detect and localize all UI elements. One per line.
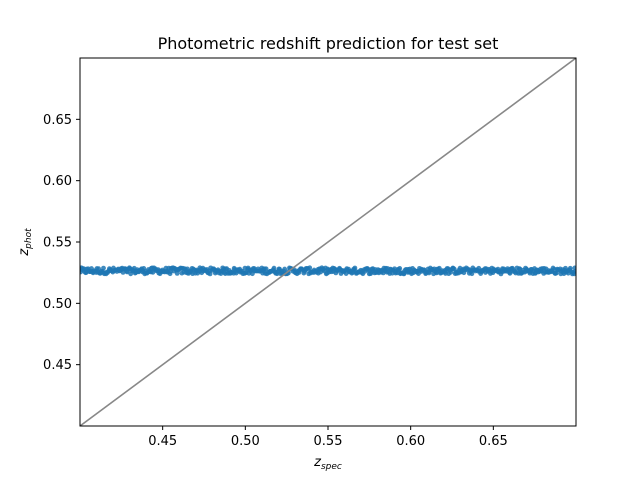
scatter-point — [207, 271, 213, 277]
y-tick-label: 0.55 — [43, 236, 72, 251]
plot-marks — [80, 58, 576, 426]
scatter-point — [307, 265, 313, 271]
scatter-point — [282, 266, 288, 272]
scatter-point — [507, 270, 513, 276]
chart-title: Photometric redshift prediction for test… — [158, 34, 499, 53]
y-tick-label: 0.45 — [43, 358, 72, 373]
scatter-point — [567, 265, 573, 271]
x-tick-label: 0.55 — [314, 434, 343, 449]
scatter-point — [101, 265, 106, 271]
x-axis: 0.45 0.50 0.55 0.60 0.65 — [148, 426, 508, 449]
scatter-point — [397, 266, 403, 271]
x-tick-label: 0.65 — [479, 434, 508, 449]
scatter-point — [271, 265, 277, 271]
y-tick-label: 0.50 — [43, 297, 72, 312]
x-tick-label: 0.45 — [148, 434, 177, 449]
scatter-series — [80, 265, 576, 277]
scatter-point — [352, 265, 358, 271]
y-tick-label: 0.60 — [43, 174, 72, 189]
x-tick-label: 0.50 — [231, 434, 260, 449]
y-axis-label: zphot — [17, 228, 34, 257]
x-tick-label: 0.60 — [396, 434, 425, 449]
identity-line — [80, 58, 576, 426]
scatter-point — [469, 271, 475, 277]
x-axis-label: zspec — [313, 455, 342, 472]
plot-area — [79, 57, 577, 427]
scatter-point — [572, 268, 576, 274]
y-tick-label: 0.65 — [43, 113, 72, 128]
y-axis: 0.45 0.50 0.55 0.60 0.65 — [43, 113, 80, 373]
